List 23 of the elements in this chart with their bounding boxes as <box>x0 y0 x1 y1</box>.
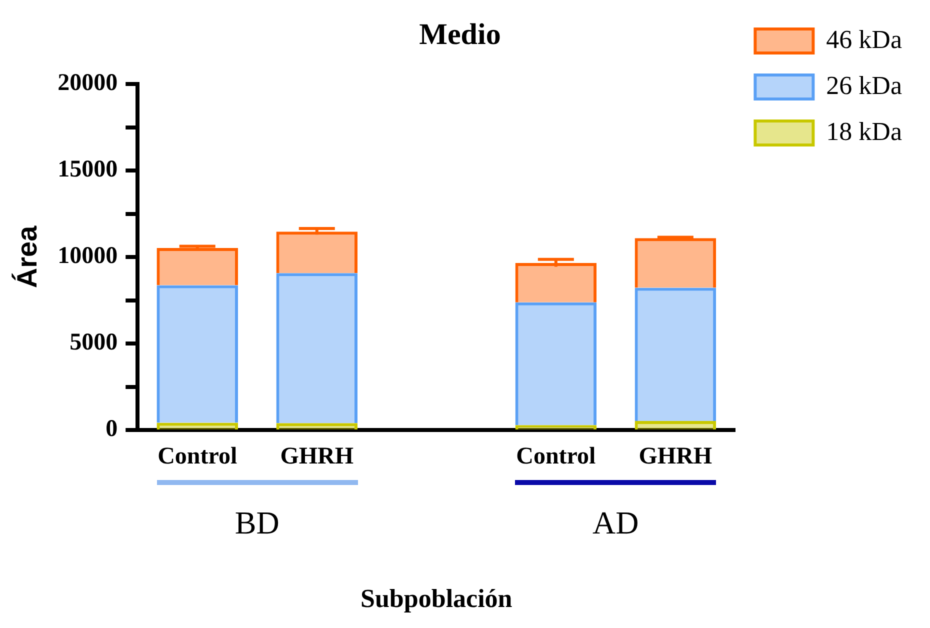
x-tick-label: Control <box>158 444 238 470</box>
y-axis-title: Área <box>12 225 43 288</box>
bar <box>276 423 358 430</box>
legend-label: 26 kDa <box>826 70 902 100</box>
chart-title: Medio <box>419 18 501 51</box>
bar <box>156 248 238 286</box>
y-tick-label: 20000 <box>58 70 118 96</box>
bar <box>634 421 716 430</box>
x-tick-label: GHRH <box>280 444 354 470</box>
bar <box>634 238 716 288</box>
x-tick-label: Control <box>516 444 596 470</box>
legend-label: 18 kDa <box>826 116 902 146</box>
x-tick-label: GHRH <box>638 444 712 470</box>
bar <box>515 425 597 430</box>
y-tick-label: 5000 <box>70 330 118 356</box>
x-axis-title: Subpoblación <box>360 584 513 614</box>
text: BD <box>234 504 280 540</box>
y-tick-label: 10000 <box>58 243 118 270</box>
bar <box>156 422 238 430</box>
y-tick-label: 15000 <box>58 156 118 183</box>
legend-label: 46 kDa <box>826 24 902 54</box>
text: AD <box>592 504 639 540</box>
y-tick-label: 0 <box>106 416 118 442</box>
